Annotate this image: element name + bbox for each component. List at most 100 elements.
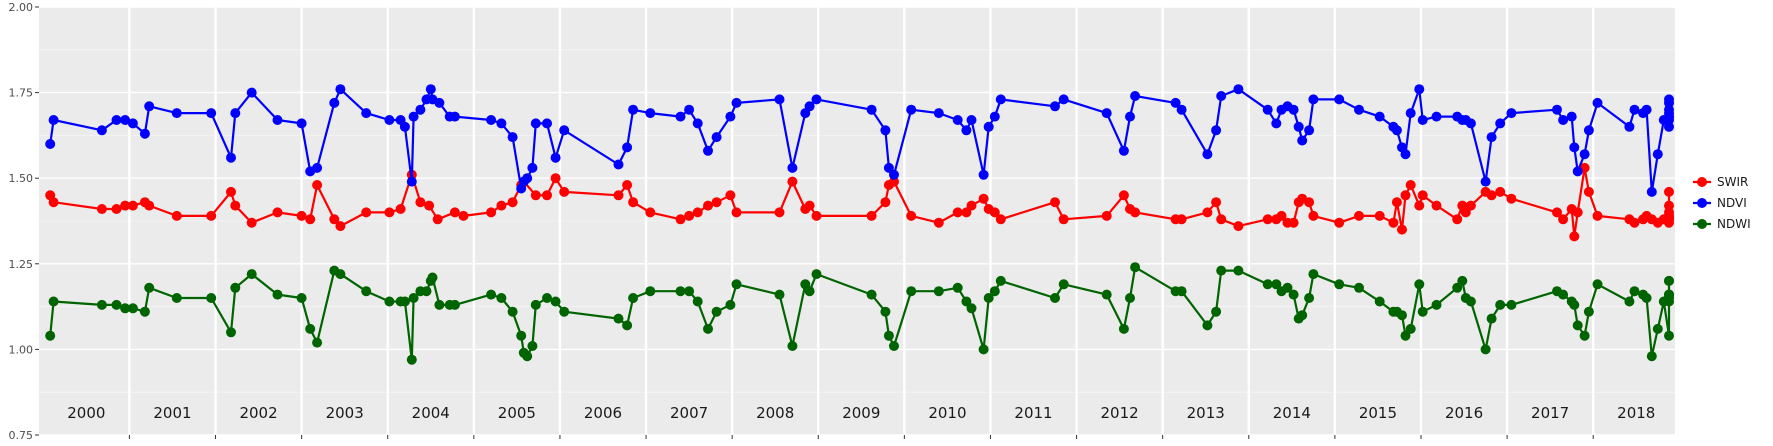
ndwi-point <box>272 289 283 300</box>
ndvi-point <box>1176 104 1187 115</box>
swir-point <box>1592 210 1603 221</box>
ndwi-point <box>613 313 624 324</box>
ndwi-point <box>516 330 527 341</box>
ndwi-point <box>1262 279 1273 290</box>
swir-point <box>458 210 469 221</box>
swir-point <box>684 210 695 221</box>
ndwi-point <box>1592 279 1603 290</box>
ndvi-point <box>329 97 340 108</box>
ndvi-point <box>246 87 257 98</box>
ndwi-point <box>522 351 533 362</box>
ndvi-point <box>1211 125 1222 136</box>
year-label: 2007 <box>670 404 708 422</box>
year-label: 2011 <box>1014 404 1052 422</box>
ndvi-point <box>408 111 419 122</box>
swir-point <box>1391 197 1402 208</box>
ndvi-point <box>120 115 131 125</box>
ndwi-point <box>530 299 541 310</box>
ndvi-point <box>1569 142 1580 153</box>
ndwi-point <box>866 289 877 300</box>
ndvi-point <box>1262 104 1273 115</box>
ndvi-point <box>961 125 972 136</box>
ndwi-point <box>1664 330 1674 341</box>
ndvi-point <box>406 176 417 187</box>
ndvi-point <box>1374 111 1385 122</box>
ndwi-point <box>725 299 736 310</box>
ndvi-point <box>1405 108 1416 119</box>
ndvi-point <box>684 104 695 115</box>
ndvi-point <box>1566 111 1577 122</box>
ndvi-point <box>522 173 533 184</box>
swir-point <box>1233 221 1244 232</box>
y-tick-label: 1.25 <box>9 258 34 271</box>
legend-key-point <box>1697 219 1707 229</box>
ndvi-point <box>486 115 497 125</box>
swir-point <box>120 200 131 211</box>
swir-point <box>1176 214 1187 225</box>
ndvi-point <box>883 162 894 173</box>
swir-point <box>1202 207 1213 218</box>
swir-point <box>1552 207 1562 218</box>
ndwi-point <box>550 296 561 307</box>
ndvi-point <box>425 84 436 95</box>
ndvi-point <box>449 111 460 122</box>
ndvi-point <box>230 108 241 119</box>
year-label: 2013 <box>1187 404 1225 422</box>
swir-point <box>1465 200 1476 211</box>
ndvi-point <box>703 145 713 156</box>
ndvi-point <box>1664 111 1674 122</box>
ndvi-point <box>1480 176 1491 187</box>
swir-point <box>1486 190 1497 201</box>
swir-point <box>1495 186 1506 197</box>
swir-point <box>804 200 815 211</box>
swir-point <box>731 207 742 218</box>
ndvi-point <box>96 125 107 136</box>
ndvi-point <box>530 118 541 129</box>
swir-point <box>1629 217 1640 228</box>
ndvi-point <box>731 97 742 108</box>
ndwi-point <box>427 272 438 283</box>
ndwi-point <box>995 275 1006 286</box>
ndwi-point <box>45 330 56 341</box>
ndvi-point <box>206 108 217 119</box>
ndwi-point <box>883 330 894 341</box>
swir-point <box>206 210 217 221</box>
ndvi-point <box>1641 104 1652 115</box>
ndwi-point <box>880 306 891 317</box>
swir-point <box>530 190 541 201</box>
swir-point <box>1405 180 1416 190</box>
ndwi-point <box>961 296 972 307</box>
ndvi-point <box>1417 115 1428 125</box>
ndvi-line <box>49 88 1671 193</box>
ndwi-point <box>675 286 686 297</box>
ndwi-point <box>384 296 395 307</box>
year-label: 2000 <box>67 404 105 422</box>
year-label: 2006 <box>584 404 622 422</box>
swir-point <box>507 197 518 208</box>
ndwi-point <box>1572 320 1583 331</box>
axes: 0.75 1.00 1.25 1.50 1.75 2.00 <box>9 1 1594 442</box>
swir-point <box>978 193 989 204</box>
legend-key-point <box>1697 198 1707 208</box>
swir-point <box>1558 214 1569 225</box>
legend: SWIR NDVI NDWI <box>1693 175 1751 231</box>
swir-point <box>335 221 346 232</box>
ndvi-point <box>415 104 426 115</box>
ndvi-point <box>1125 111 1135 122</box>
swir-point <box>230 200 241 211</box>
ndwi-point <box>889 341 899 351</box>
ndvi-point <box>434 97 445 108</box>
swir-point <box>1211 197 1222 208</box>
ndvi-point <box>1304 125 1315 136</box>
swir-point <box>329 214 340 225</box>
ndwi-point <box>496 293 507 303</box>
ndwi-point <box>1569 299 1580 310</box>
ndvi-point <box>507 132 518 143</box>
year-label: 2004 <box>412 404 450 422</box>
ndwi-point <box>1271 279 1282 290</box>
ndwi-point <box>787 341 798 351</box>
ndwi-point <box>486 289 497 300</box>
swir-point <box>1664 214 1674 225</box>
ndvi-point <box>978 169 989 180</box>
year-label: 2010 <box>928 404 966 422</box>
